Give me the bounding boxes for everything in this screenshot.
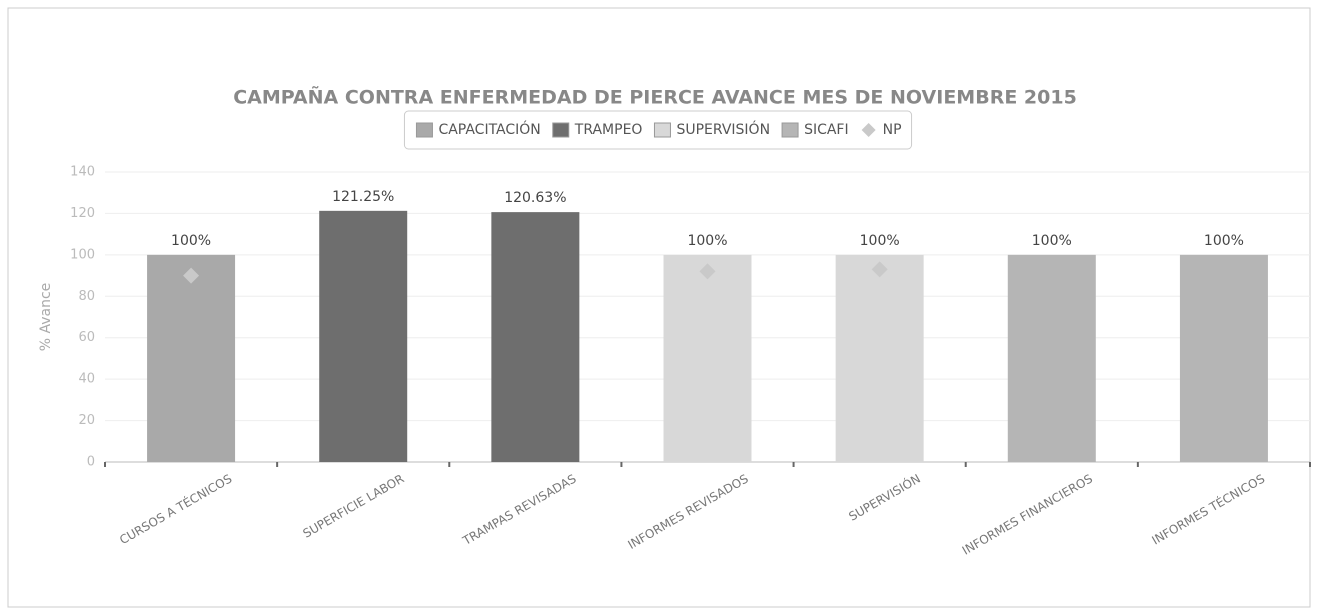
np-marker: [699, 263, 716, 280]
y-tick-label: 60: [78, 330, 95, 345]
bar: [835, 254, 924, 462]
data-label: 100%: [1032, 233, 1072, 249]
data-label: 120.63%: [504, 190, 566, 206]
data-label: 100%: [1204, 233, 1244, 249]
data-label: 100%: [687, 233, 727, 249]
legend-swatch: [552, 122, 570, 138]
bar: [491, 212, 580, 462]
legend-swatch: [861, 123, 876, 137]
data-label: 121.25%: [332, 189, 394, 205]
np-marker: [183, 267, 200, 284]
np-marker: [871, 261, 888, 278]
y-tick-label: 120: [70, 206, 95, 221]
bar: [319, 210, 408, 462]
legend-label: TRAMPEO: [574, 122, 643, 138]
legend-swatch: [781, 122, 799, 138]
bar: [1007, 254, 1096, 462]
y-tick-label: 0: [87, 455, 95, 470]
legend-label: CAPACITACIÓN: [438, 120, 540, 138]
y-tick-label: 140: [70, 165, 95, 180]
bar: [1179, 254, 1268, 462]
legend-label: SICAFI: [804, 122, 849, 138]
legend-swatch: [653, 122, 671, 138]
bar: [663, 254, 752, 462]
y-tick-label: 80: [78, 289, 95, 304]
data-label: 100%: [860, 233, 900, 249]
data-label: 100%: [171, 233, 211, 249]
chart-title: CAMPAÑA CONTRA ENFERMEDAD DE PIERCE AVAN…: [233, 85, 1077, 109]
legend-swatch: [415, 122, 433, 138]
legend-label: NP: [883, 122, 902, 138]
y-tick-label: 100: [70, 247, 95, 262]
y-tick-label: 40: [78, 372, 95, 387]
legend-label: SUPERVISIÓN: [676, 120, 770, 138]
y-tick-label: 20: [78, 413, 95, 428]
y-axis-label: % Avance: [38, 283, 54, 352]
bar: [147, 254, 236, 462]
